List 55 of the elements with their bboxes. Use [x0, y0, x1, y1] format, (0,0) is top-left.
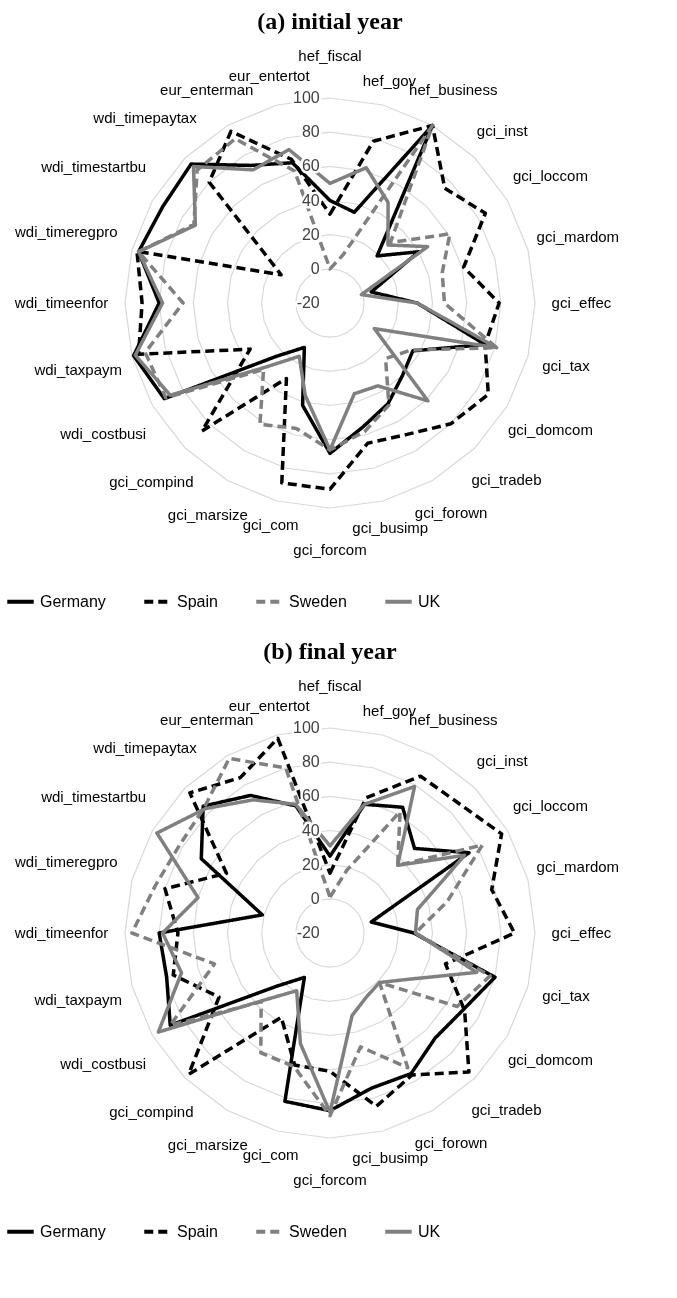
spoke-label: wdi_timepaytax	[92, 108, 198, 126]
spoke-label: wdi_taxpaym	[33, 991, 122, 1009]
legend-label: Germany	[40, 1222, 106, 1240]
spoke-label: gci_effec	[551, 924, 612, 941]
y-tick-label: 100	[293, 719, 320, 736]
spoke-label: gci_forcom	[293, 1170, 367, 1188]
spoke-label: gci_effec	[551, 294, 612, 311]
spoke-label: gci_tax	[542, 357, 591, 375]
spoke-label: gci_compind	[109, 472, 194, 490]
legend-label: UK	[418, 1222, 441, 1240]
spoke-label: gci_inst	[476, 121, 529, 139]
y-tick-label: 40	[301, 821, 320, 839]
spoke-label: gci_tax	[542, 987, 591, 1005]
legend-label: Germany	[40, 592, 106, 610]
y-tick-label: 20	[301, 225, 320, 243]
spoke-label: gci_forcom	[293, 540, 367, 558]
y-tick-label: -20	[296, 294, 320, 311]
spoke-label: wdi_taxpaym	[33, 361, 122, 379]
spoke-label: wdi_costbusi	[59, 424, 147, 442]
y-tick-label: 80	[301, 753, 320, 771]
legend-label: Spain	[177, 1222, 218, 1240]
y-tick-label: -20	[296, 924, 320, 941]
spoke-label: gci_tradeb	[471, 470, 542, 488]
legend-label: Spain	[177, 592, 218, 610]
y-tick-label: 80	[301, 123, 320, 141]
y-tick-label: 20	[301, 855, 320, 873]
spoke-label: wdi_costbusi	[59, 1054, 147, 1072]
spoke-label: gci_loccom	[512, 166, 588, 184]
spoke-label: gci_loccom	[512, 796, 588, 814]
spoke-label: gci_mardom	[536, 857, 620, 875]
y-tick-label: 40	[301, 191, 320, 209]
spoke-label: wdi_timestartbu	[40, 787, 147, 805]
legend-label: Sweden	[289, 592, 347, 610]
chart-title: (a) initial year	[257, 8, 403, 34]
spoke-label: wdi_timeregpro	[14, 223, 118, 241]
spoke-label: gci_domcom	[507, 421, 593, 439]
spoke-label: gci_compind	[109, 1102, 194, 1120]
spoke-label: wdi_timestartbu	[40, 157, 147, 175]
y-tick-label: 60	[301, 787, 320, 805]
spoke-label: wdi_timeenfor	[13, 924, 109, 941]
y-tick-label: 0	[310, 889, 320, 907]
legend-label: Sweden	[289, 1222, 347, 1240]
chart-title: (b) final year	[263, 638, 397, 664]
spoke-label: gci_mardom	[536, 227, 620, 245]
spoke-label: gci_domcom	[507, 1051, 593, 1069]
y-tick-label: 100	[293, 89, 320, 106]
spoke-label: wdi_timepaytax	[92, 738, 198, 756]
spoke-label: wdi_timeregpro	[14, 853, 118, 871]
spoke-label: hef_fiscal	[298, 677, 362, 695]
y-tick-label: 0	[310, 259, 320, 277]
spoke-label: gci_inst	[476, 751, 529, 769]
spoke-label: gci_tradeb	[471, 1100, 542, 1118]
legend-label: UK	[418, 592, 441, 610]
spoke-label: wdi_timeenfor	[13, 294, 109, 311]
spoke-label: hef_fiscal	[298, 47, 362, 65]
